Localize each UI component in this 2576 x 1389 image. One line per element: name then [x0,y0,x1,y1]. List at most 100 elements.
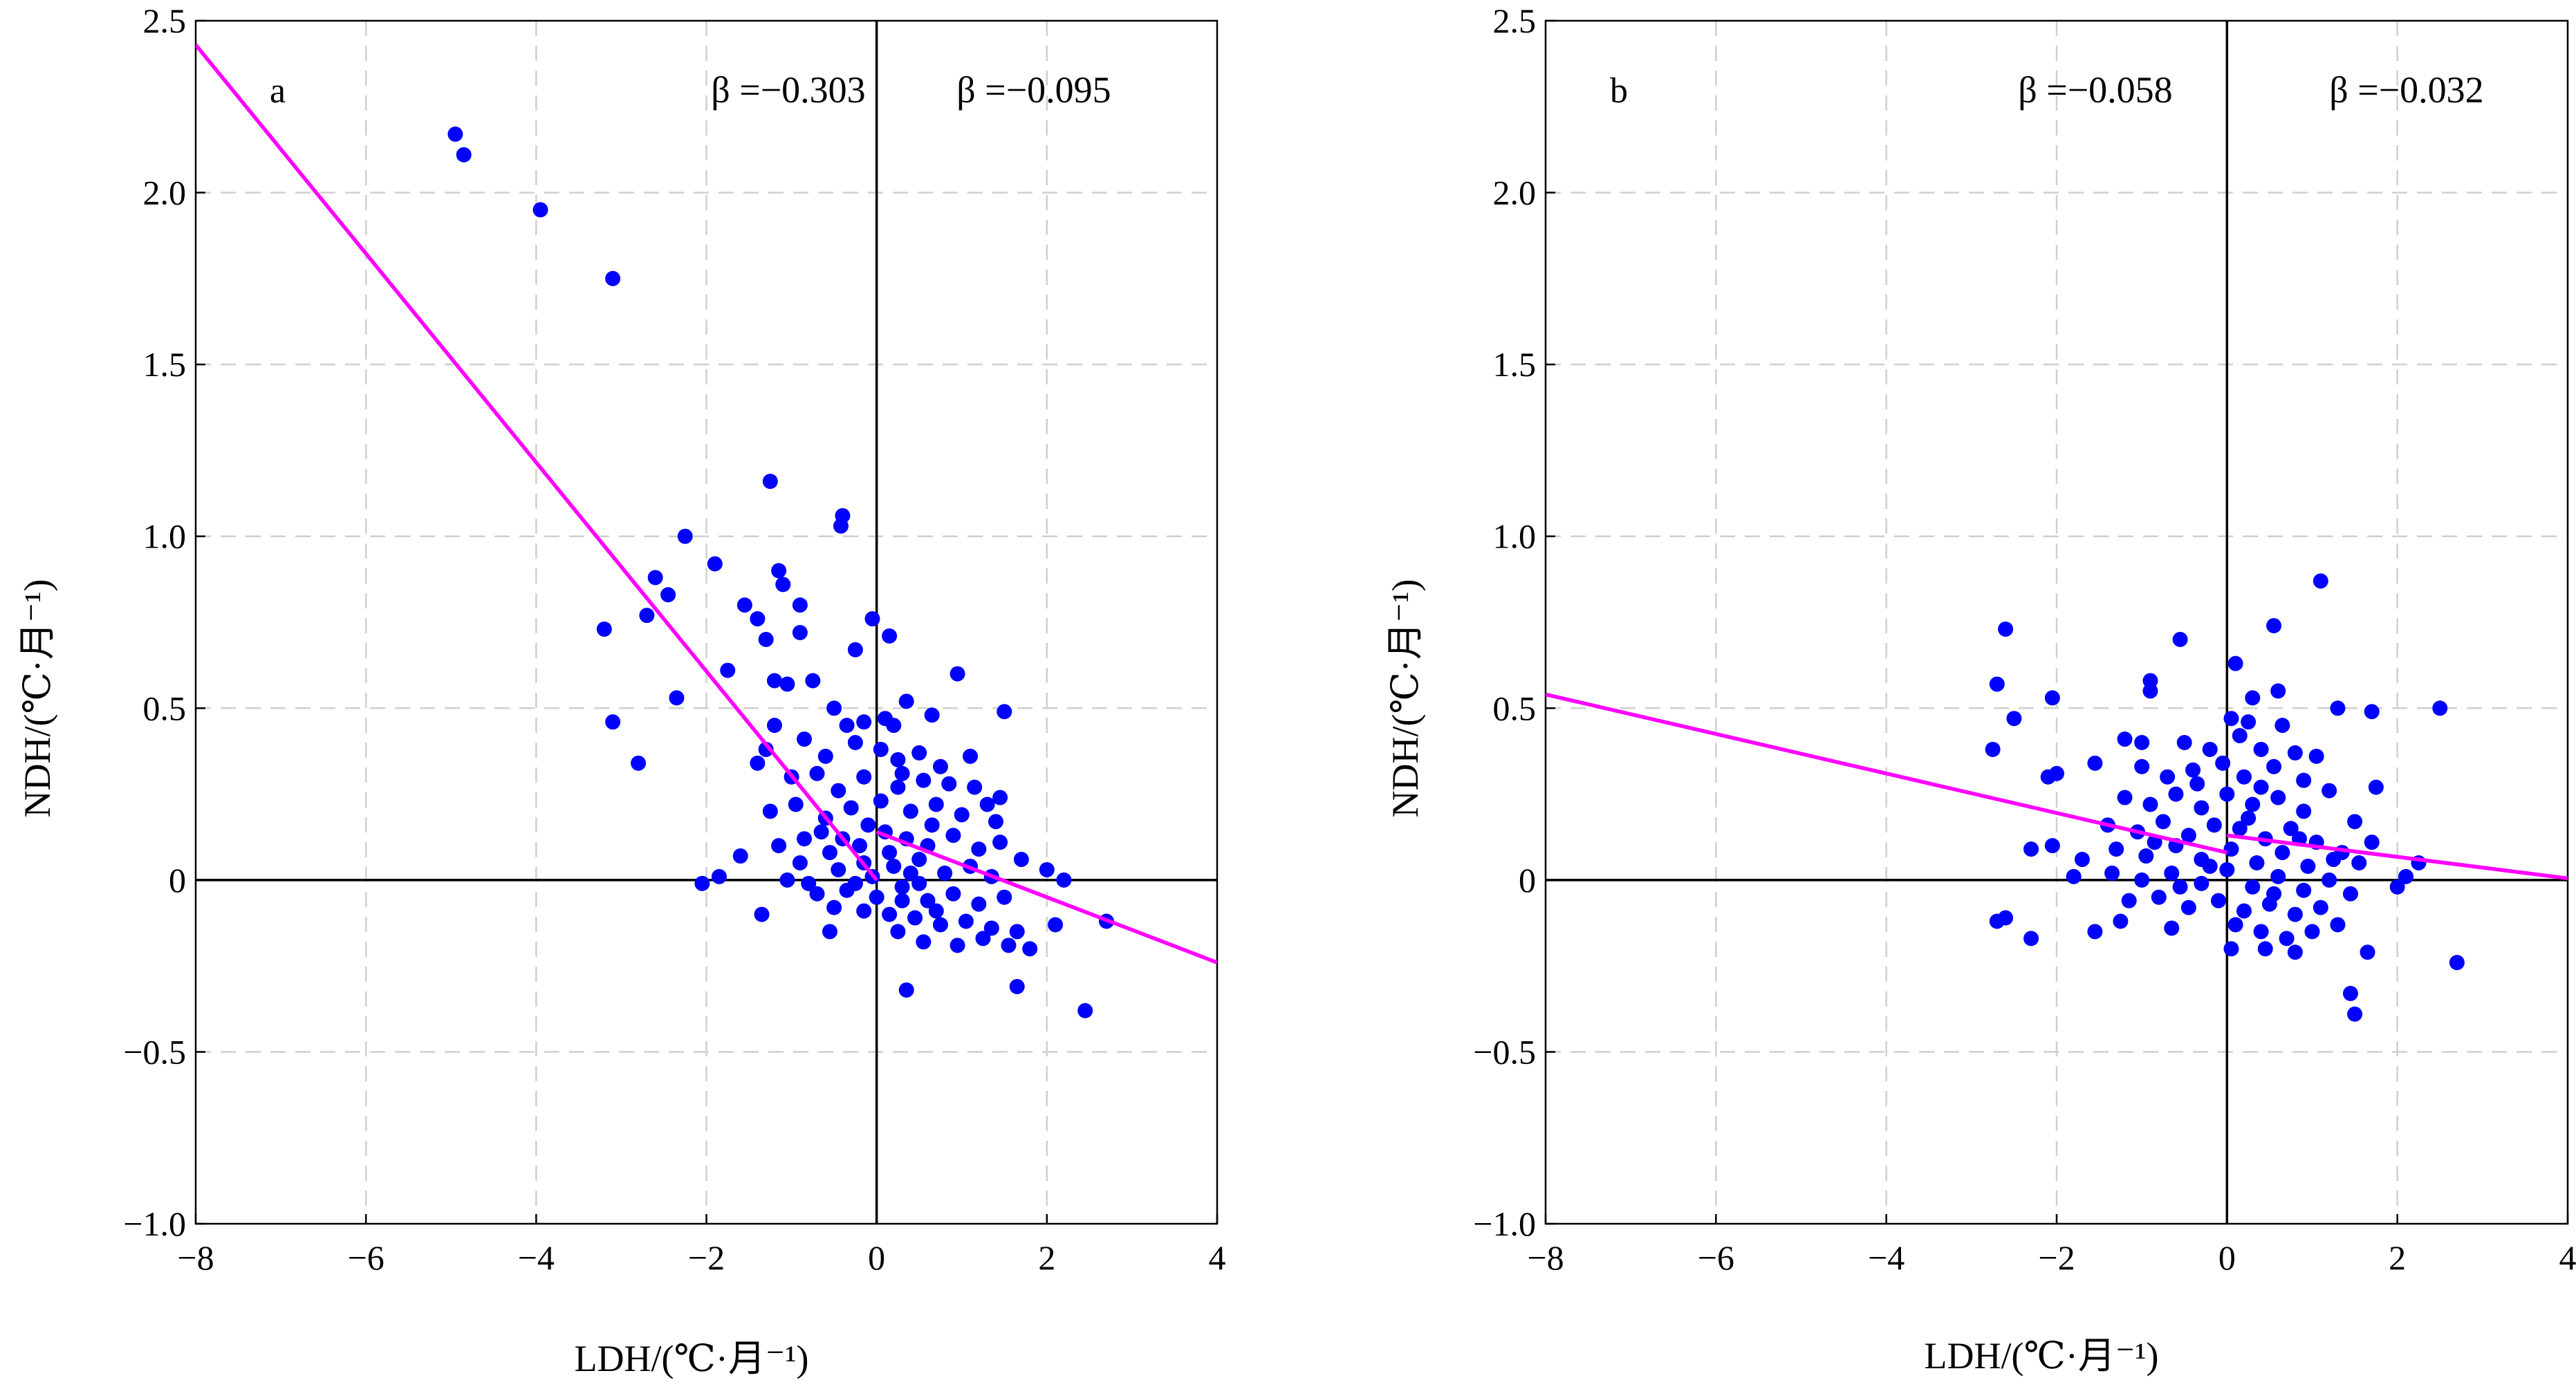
x-tick-labels: −8 −6 −4 −2 0 2 4 [1527,1238,2576,1277]
data-point [869,889,884,905]
data-point [677,528,693,544]
y-tick-label: 1.0 [143,517,187,556]
y-tick-label: 1.5 [1493,345,1537,384]
data-point [2232,728,2248,744]
x-axis-label: LDH/(℃·月⁻¹) [574,1338,808,1379]
x-tick-label: −4 [518,1238,555,1277]
x-axis-label: LDH/(℃·月⁻¹) [1924,1335,2158,1377]
x-tick-label: 4 [2559,1238,2576,1277]
data-point [1022,941,1038,957]
data-point [447,127,463,142]
data-point [2274,845,2290,861]
data-point [809,886,825,902]
data-point [831,783,846,799]
y-tick-label: −0.5 [123,1032,186,1071]
data-point [886,858,902,874]
panel-a: −8 −6 −4 −2 0 2 4 −1.0 −0.5 0 0.5 1.0 1.5 2.0 2.5 a β… [17,1,1226,1379]
data-point [750,611,766,627]
data-point [2287,944,2303,960]
data-point [797,731,813,747]
data-point [779,676,795,692]
y-tick-labels: −1.0 −0.5 0 0.5 1.0 1.5 2.0 2.5 [1473,1,1536,1243]
data-point [890,779,906,795]
fit-line [196,44,878,882]
data-point [809,765,825,781]
x-tick-label: −6 [1698,1238,1734,1277]
data-point [605,714,621,730]
data-point [902,803,918,819]
x-tick-labels: −8 −6 −4 −2 0 2 4 [177,1238,1225,1277]
data-point [2223,941,2239,957]
data-point [2364,704,2380,720]
y-tick-labels: −1.0 −0.5 0 0.5 1.0 1.5 2.0 2.5 [123,1,186,1243]
data-point [932,758,948,774]
data-point [949,938,965,953]
data-point [2270,683,2286,699]
data-point [2241,714,2257,730]
data-point [2253,779,2269,795]
data-point [882,845,898,861]
data-point [2044,838,2060,854]
data-point [992,790,1008,805]
data-point [2266,617,2282,633]
data-point [2151,889,2167,905]
data-point [2308,748,2324,764]
data-point [954,807,970,823]
data-point [2245,690,2261,706]
data-point [605,270,621,286]
fit-line [1546,692,2227,855]
y-tick-label: −1.0 [1473,1204,1536,1243]
y-tick-label: 2.5 [1493,1,1537,40]
data-point [2164,920,2180,936]
data-point [945,886,961,902]
data-point [937,865,953,881]
data-point [2134,735,2150,750]
data-point [707,556,723,572]
data-point [916,772,932,788]
data-point [762,474,778,490]
data-point [2087,924,2103,940]
data-point [911,745,927,761]
data-point [2113,913,2129,929]
data-point [2134,758,2150,774]
data-point [1077,1003,1093,1018]
fit-line [2226,833,2568,881]
y-axis-label: NDH/(℃·月⁻¹) [1384,579,1426,817]
data-point [2172,879,2188,895]
data-point [1998,910,2014,926]
data-point [941,776,957,792]
data-point [886,718,902,734]
y-tick-label: 0 [169,861,186,899]
data-point [2287,906,2303,922]
data-point [864,611,880,627]
axis-ticks [194,19,1218,1225]
grid-lines [1546,21,2568,1224]
data-point [971,841,987,857]
panel-label: a [270,71,286,111]
data-point [833,518,849,534]
panel-b: −8 −6 −4 −2 0 2 4 −1.0 −0.5 0 0.5 1.0 1.5 2.0 2.5 b β… [1384,1,2576,1377]
data-point [2202,858,2218,874]
data-point [2326,852,2342,868]
data-point [2342,886,2358,902]
data-point [2189,776,2205,792]
data-point [997,889,1012,905]
data-point [894,879,910,895]
data-point [1013,852,1029,868]
data-point [2245,796,2261,812]
y-tick-label: −0.5 [1473,1032,1536,1071]
x-tick-label: −8 [1527,1238,1564,1277]
data-point [2351,855,2367,870]
data-point [2117,731,2133,747]
data-point [805,673,821,689]
fit-line [875,830,1217,964]
data-point [856,903,872,919]
data-point [2296,882,2312,898]
data-point [898,982,914,998]
data-point [2313,899,2328,915]
data-point [856,769,872,785]
y-tick-label: 0.5 [143,689,187,727]
data-point [2176,735,2192,750]
data-point [2296,772,2312,788]
data-point [988,814,1003,830]
